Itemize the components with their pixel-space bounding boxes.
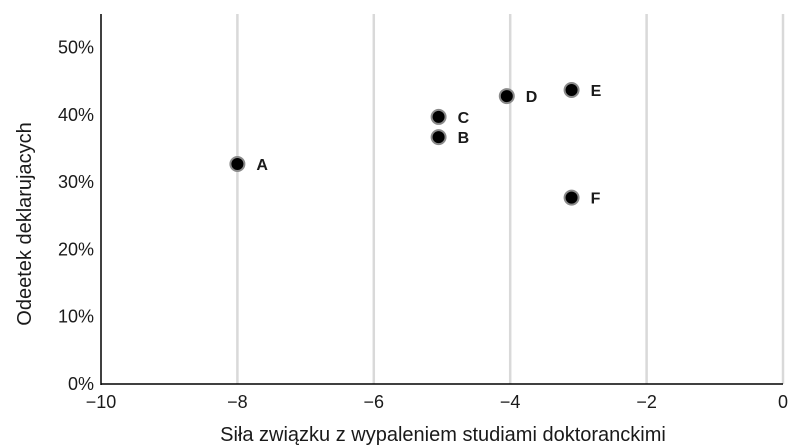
- x-tick-label: −2: [636, 392, 657, 412]
- grid-layer: [236, 14, 785, 384]
- x-tick-label: −10: [86, 392, 117, 412]
- x-tick-label: −8: [227, 392, 248, 412]
- x-tick-label: 0: [778, 392, 788, 412]
- y-tick-label: 0%: [68, 374, 94, 394]
- point-label: C: [458, 110, 470, 127]
- point-label: B: [458, 130, 470, 147]
- x-axis-title: Siła związku z wypaleniem studiami dokto…: [220, 424, 666, 446]
- y-tick-label: 40%: [58, 105, 94, 125]
- points-layer: A BC D E F: [229, 82, 602, 208]
- point-label: F: [591, 191, 601, 208]
- data-point: [430, 108, 447, 125]
- data-point: [563, 82, 580, 99]
- x-tick-label: −6: [364, 392, 385, 412]
- data-point: [563, 189, 580, 206]
- data-point: [229, 156, 246, 173]
- y-axis-title: Odeetek deklarujacych: [14, 122, 36, 325]
- y-tick-label: 30%: [58, 172, 94, 192]
- ticks-layer: −10 −8 −6 −4 −2 0 0% 10% 20% 30% 40% 50%: [58, 38, 788, 412]
- y-tick-label: 20%: [58, 239, 94, 259]
- x-tick-label: −4: [500, 392, 521, 412]
- data-point: [498, 88, 515, 105]
- data-point: [430, 129, 447, 146]
- point-label: A: [256, 157, 268, 174]
- axis-layer: [100, 14, 783, 385]
- y-tick-label: 50%: [58, 38, 94, 58]
- point-label: E: [591, 83, 602, 100]
- point-label: D: [526, 89, 538, 106]
- y-tick-label: 10%: [58, 307, 94, 327]
